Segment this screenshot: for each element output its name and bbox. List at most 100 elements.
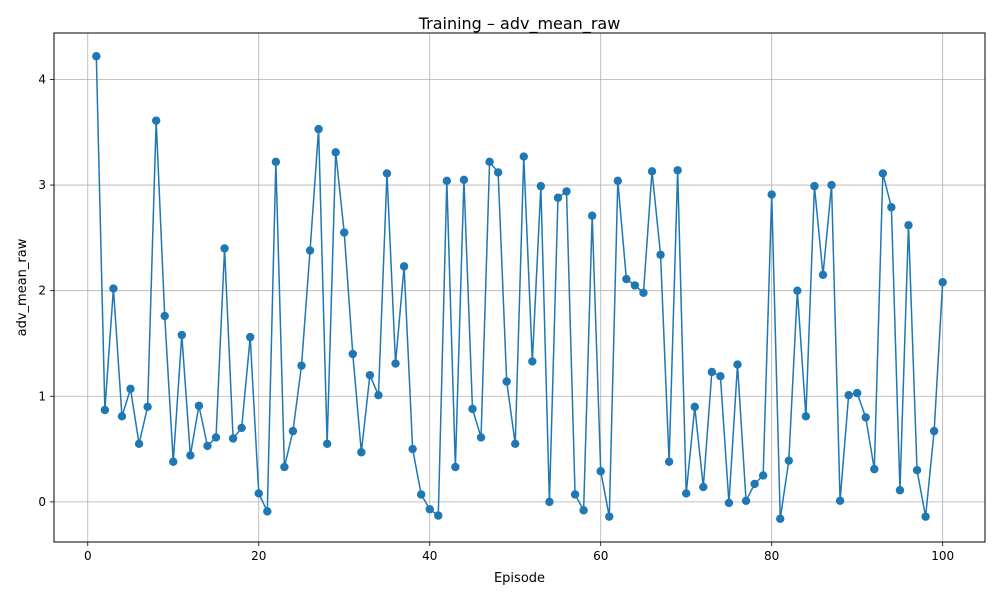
data-point (322, 439, 332, 448)
y-axis-ticks: 0 1 2 3 4 (38, 72, 54, 509)
data-point (579, 506, 588, 515)
data-point (912, 465, 922, 475)
data-point (382, 169, 392, 178)
data-point (374, 391, 383, 400)
data-point (929, 426, 939, 436)
data-point (451, 462, 460, 472)
data-point (758, 471, 768, 480)
data-point (921, 512, 930, 521)
series-group (92, 52, 947, 523)
data-point (493, 168, 503, 177)
data-point (699, 482, 708, 492)
x-tick-label: 40 (422, 549, 437, 563)
series-line (95, 56, 944, 520)
data-point (211, 433, 221, 442)
data-point (399, 262, 409, 271)
data-point (220, 244, 229, 253)
data-point (408, 444, 417, 454)
x-tick-label: 60 (593, 549, 608, 563)
data-point (297, 361, 306, 370)
data-point (169, 457, 178, 466)
data-point (938, 278, 947, 287)
data-point (228, 434, 238, 443)
data-point (391, 359, 400, 368)
data-point (630, 281, 640, 290)
data-point (596, 467, 605, 476)
data-point (613, 176, 623, 186)
data-point (587, 211, 597, 220)
data-point (878, 169, 888, 178)
data-point (348, 349, 357, 359)
data-point (682, 489, 691, 498)
data-point (895, 486, 905, 495)
data-point (776, 514, 785, 523)
data-point (545, 497, 554, 507)
plot-frame (53, 32, 986, 543)
data-point (553, 193, 563, 202)
x-tick-label: 0 (84, 549, 92, 563)
data-point (117, 412, 127, 421)
data-point (331, 148, 340, 157)
data-point (314, 124, 323, 134)
data-point (340, 228, 349, 237)
y-tick-label: 4 (38, 72, 46, 86)
y-tick-label: 2 (38, 284, 46, 298)
data-point (904, 220, 913, 230)
data-point (271, 157, 281, 167)
data-point (639, 288, 648, 297)
data-point (818, 270, 828, 280)
data-point (852, 388, 862, 398)
data-point (835, 496, 845, 506)
data-point (305, 246, 315, 255)
data-point (870, 464, 879, 474)
data-point (416, 490, 426, 499)
data-point (716, 372, 725, 381)
data-point (365, 370, 375, 380)
data-point (861, 413, 870, 422)
data-point (784, 456, 793, 465)
y-tick-label: 0 (38, 495, 46, 509)
data-point (459, 175, 469, 184)
data-point (707, 367, 717, 377)
data-point (468, 404, 477, 414)
data-point (733, 360, 742, 369)
data-point (126, 384, 135, 394)
data-point (519, 152, 528, 161)
data-point (485, 157, 494, 167)
data-point (92, 52, 101, 61)
data-point (724, 498, 734, 508)
data-point (109, 284, 118, 293)
data-point (536, 181, 546, 191)
data-point (502, 377, 511, 386)
data-point (194, 401, 204, 410)
data-point (425, 505, 434, 514)
data-point (434, 511, 443, 520)
data-point (528, 357, 537, 366)
data-point (647, 167, 657, 176)
data-point (100, 405, 110, 415)
data-point (801, 412, 811, 421)
data-point (690, 402, 699, 412)
data-point (254, 489, 263, 498)
data-point (844, 391, 853, 400)
data-point (562, 187, 571, 196)
data-point (476, 433, 486, 442)
data-point (750, 479, 759, 489)
data-point (673, 166, 682, 175)
y-axis-label: adv_mean_raw (15, 238, 30, 336)
x-axis-label: Episode (494, 571, 545, 586)
data-point (793, 286, 802, 295)
y-tick-label: 3 (38, 178, 46, 192)
data-point (246, 332, 255, 342)
data-point (203, 441, 212, 451)
data-point (237, 423, 246, 433)
data-point (143, 402, 152, 412)
data-point (767, 190, 776, 199)
data-point (605, 512, 614, 521)
data-point (827, 180, 836, 190)
y-tick-label: 1 (38, 389, 46, 403)
x-tick-label: 80 (764, 549, 779, 563)
data-point (511, 439, 520, 448)
